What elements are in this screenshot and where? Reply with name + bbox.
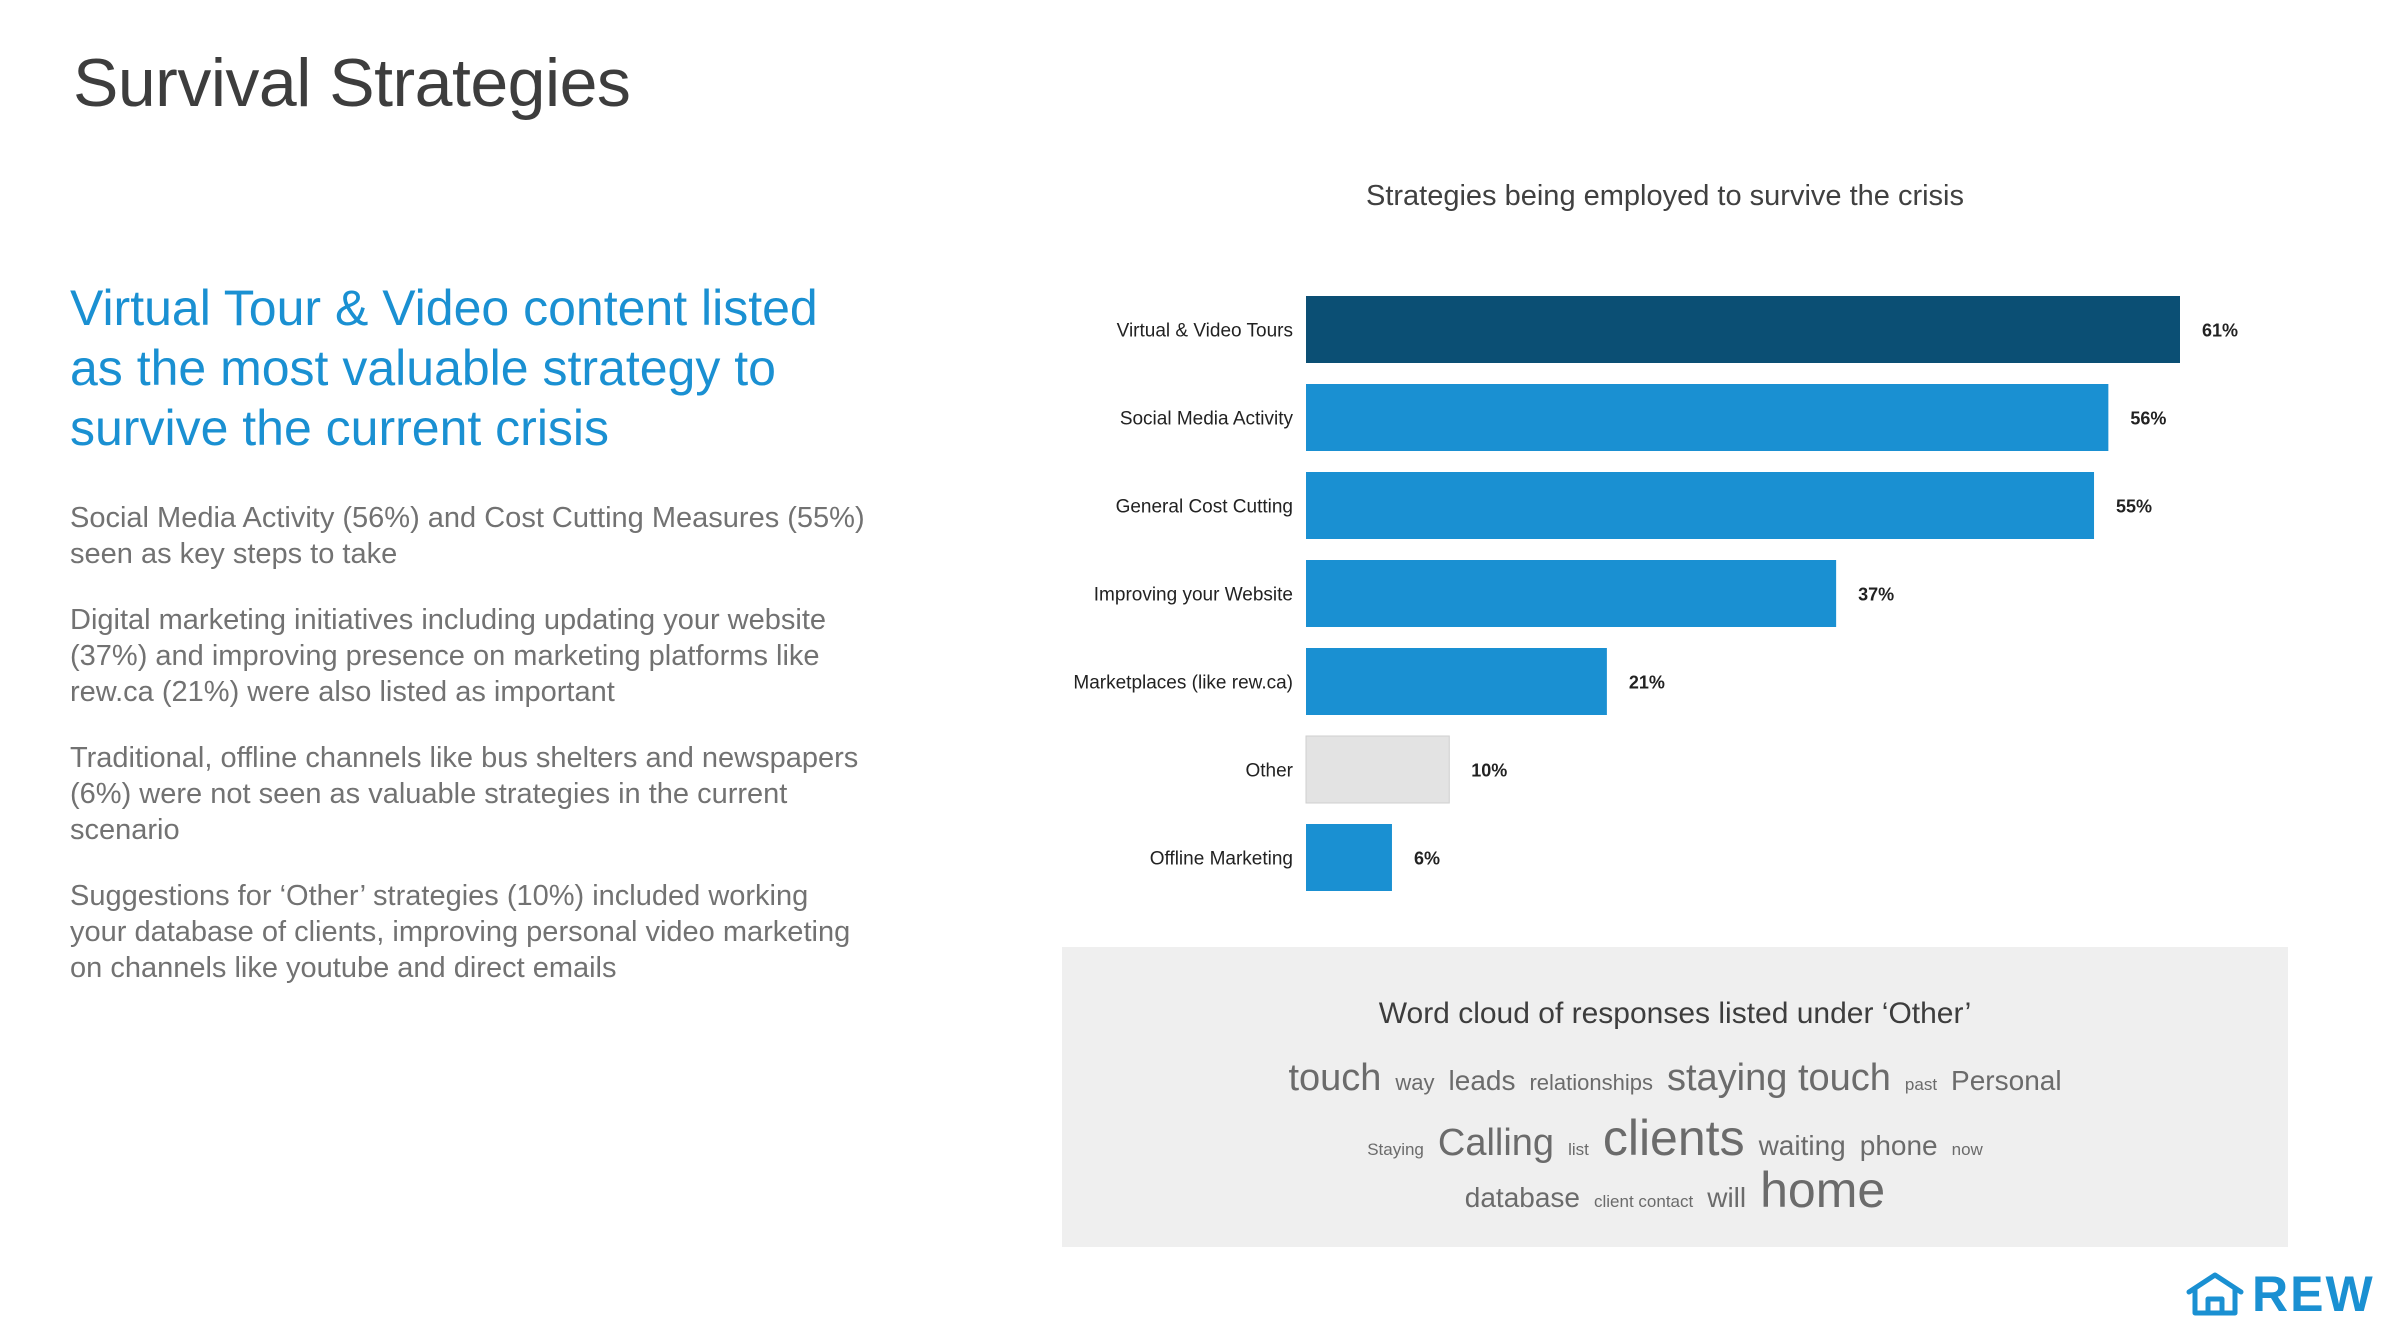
cloud-word: home bbox=[1760, 1162, 1886, 1218]
bullet-offline-channels: Traditional, offline channels like bus s… bbox=[70, 742, 859, 846]
bar-5 bbox=[1305, 735, 1450, 804]
cloud-word: now bbox=[1951, 1140, 1983, 1159]
bar-6 bbox=[1306, 824, 1392, 891]
category-label: Other bbox=[1245, 761, 1293, 782]
cloud-word: past bbox=[1904, 1075, 1938, 1094]
bullet-digital-marketing: Digital marketing initiatives including … bbox=[70, 604, 827, 708]
cloud-word: touch bbox=[1288, 1057, 1382, 1099]
word-cloud-title: Word cloud of responses listed under ‘Ot… bbox=[1378, 997, 1972, 1030]
cloud-word: list bbox=[1568, 1140, 1589, 1159]
cloud-word: waiting bbox=[1758, 1130, 1846, 1161]
category-label: Offline Marketing bbox=[1150, 849, 1293, 870]
bar-2 bbox=[1306, 472, 2095, 539]
cloud-word: relationships bbox=[1529, 1070, 1653, 1095]
bar-4 bbox=[1306, 648, 1607, 715]
category-label: Marketplaces (like rew.ca) bbox=[1073, 673, 1293, 694]
cloud-word: database bbox=[1464, 1182, 1580, 1213]
data-label: 10% bbox=[1471, 761, 1507, 781]
bullet-other-strategies: Suggestions for ‘Other’ strategies (10%)… bbox=[70, 880, 851, 984]
headline: Virtual Tour & Video content listed as t… bbox=[70, 280, 818, 456]
rew-logo: REW bbox=[2186, 1266, 2375, 1322]
bullet-social-cost: Social Media Activity (56%) and Cost Cut… bbox=[70, 502, 865, 570]
word-cloud-row: database client contact will home bbox=[1062, 1161, 2288, 1218]
bar-chart: Virtual & Video Tours 61% Social Media Act… bbox=[1073, 296, 2238, 891]
cloud-word: Calling bbox=[1437, 1122, 1555, 1164]
cloud-word: phone bbox=[1859, 1130, 1938, 1161]
cloud-word: client contact bbox=[1594, 1192, 1694, 1211]
cloud-word: Personal bbox=[1951, 1065, 2062, 1096]
data-label: 37% bbox=[1858, 585, 1894, 605]
data-label: 21% bbox=[1629, 673, 1665, 693]
cloud-word: way bbox=[1395, 1070, 1435, 1095]
data-label: 61% bbox=[2202, 321, 2238, 341]
category-label: Social Media Activity bbox=[1120, 409, 1294, 430]
cloud-word: will bbox=[1707, 1182, 1747, 1213]
house-outline-icon bbox=[2186, 1272, 2244, 1316]
logo-text: REW bbox=[2252, 1266, 2375, 1322]
bar-1 bbox=[1306, 384, 2109, 451]
category-label: Improving your Website bbox=[1094, 585, 1293, 606]
slide-title: Survival Strategies bbox=[73, 45, 631, 121]
data-label: 6% bbox=[1414, 849, 1440, 869]
data-label: 56% bbox=[2130, 409, 2166, 429]
cloud-word: Staying bbox=[1367, 1140, 1424, 1159]
data-label: 55% bbox=[2116, 497, 2152, 517]
cloud-word: clients bbox=[1602, 1110, 1745, 1166]
word-cloud: touch way leads relationships staying touch p… bbox=[1062, 1057, 2288, 1218]
category-label: General Cost Cutting bbox=[1116, 497, 1293, 518]
word-cloud-row: Staying Calling list clients waiting phone now bbox=[1062, 1109, 2288, 1166]
bullet-list: Social Media Activity (56%) and Cost Cut… bbox=[70, 500, 870, 1016]
bar-0 bbox=[1306, 296, 2180, 363]
chart-title: Strategies being employed to survive the… bbox=[1365, 180, 1964, 212]
bar-3 bbox=[1306, 560, 1837, 627]
cloud-word: leads bbox=[1448, 1065, 1516, 1096]
cloud-word: staying touch bbox=[1666, 1057, 1891, 1099]
word-cloud-panel: Word cloud of responses listed under ‘Ot… bbox=[1062, 947, 2288, 1247]
category-label: Virtual & Video Tours bbox=[1117, 321, 1293, 342]
word-cloud-row: touch way leads relationships staying touch p… bbox=[1062, 1057, 2288, 1109]
